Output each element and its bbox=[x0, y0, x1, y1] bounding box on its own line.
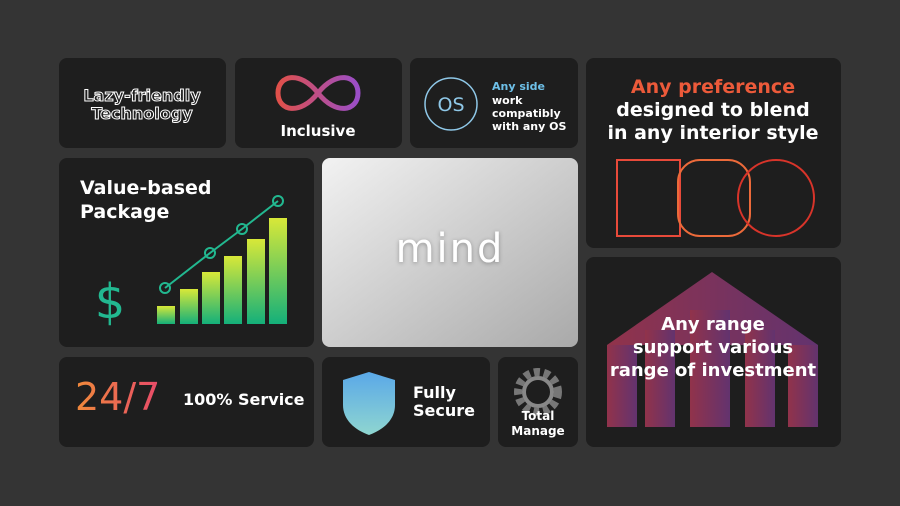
body-line: with any OS bbox=[492, 120, 566, 133]
badge: OS bbox=[437, 94, 464, 116]
badge: 24/7 bbox=[75, 375, 160, 419]
gear-icon bbox=[522, 376, 554, 408]
heading: Any side bbox=[492, 80, 545, 93]
tile bbox=[586, 58, 841, 248]
growth-bars bbox=[157, 218, 287, 324]
heading: Package bbox=[80, 201, 169, 223]
frame-icon bbox=[737, 159, 815, 237]
tile bbox=[59, 58, 226, 148]
brand-card bbox=[322, 158, 578, 347]
frame-icon bbox=[616, 159, 681, 237]
dollar-icon: $ bbox=[95, 274, 126, 330]
gear-icon bbox=[514, 368, 562, 416]
body-line: work bbox=[492, 94, 523, 107]
heading: Lazy-friendly bbox=[83, 86, 201, 105]
frame-icon bbox=[677, 159, 751, 237]
body-line: designed to blend bbox=[616, 99, 809, 121]
tile bbox=[410, 58, 578, 148]
infinity-icon bbox=[275, 75, 361, 111]
heading: Any range bbox=[661, 314, 765, 335]
growth-line bbox=[159, 195, 284, 294]
heading: Total bbox=[522, 409, 555, 423]
heading: Technology bbox=[91, 104, 193, 123]
house-icon bbox=[607, 272, 818, 427]
tile bbox=[235, 58, 402, 148]
logo: mind bbox=[396, 226, 505, 272]
heading: range of investment bbox=[610, 360, 817, 381]
shield-icon bbox=[343, 372, 395, 435]
heading: support various bbox=[633, 337, 793, 358]
body-line: compatibly bbox=[492, 107, 561, 120]
tile bbox=[59, 357, 314, 447]
label: Inclusive bbox=[281, 122, 356, 140]
os-icon bbox=[424, 77, 478, 131]
heading: Any preference bbox=[631, 76, 795, 98]
heading: Secure bbox=[413, 401, 475, 420]
heading: Manage bbox=[511, 424, 564, 438]
label: 100% Service bbox=[183, 390, 305, 409]
body-line: in any interior style bbox=[607, 122, 818, 144]
heading: Fully bbox=[413, 383, 456, 402]
heading: Value-based bbox=[80, 177, 212, 199]
